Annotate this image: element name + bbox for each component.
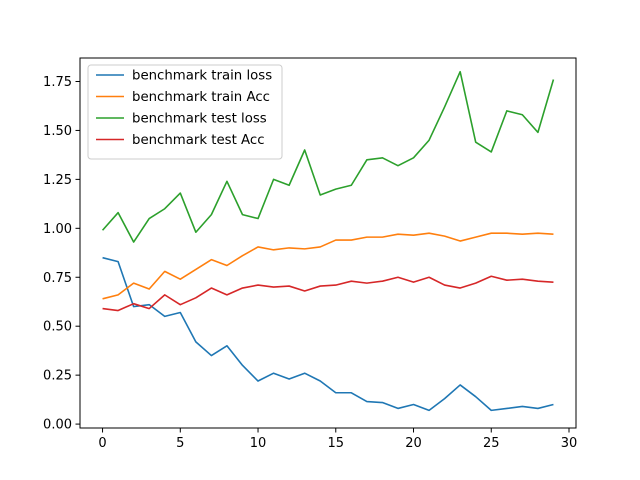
legend: benchmark train loss benchmark train Acc b… [87,64,283,160]
y-tick-label: 0.50 [43,320,72,335]
y-axis-ticks: 0.00 0.25 0.50 0.75 1.00 1.25 1.50 1.75 [43,75,80,433]
x-tick-label: 5 [176,436,184,451]
y-tick-label: 1.25 [43,173,72,188]
series-line-3 [102,275,554,312]
legend-label-1: benchmark train Acc [132,90,270,105]
y-tick-label: 0.00 [43,418,72,433]
legend-label-2: benchmark test loss [132,112,267,127]
series-line-2 [101,70,555,243]
legend-box [87,64,283,160]
x-tick-label: 30 [561,436,578,451]
x-tick-label: 20 [405,436,422,451]
y-tick-label: 1.50 [43,124,72,139]
x-axis-ticks: 0 5 10 15 20 25 30 [98,428,577,451]
series-group [101,70,555,412]
legend-label-0: benchmark train loss [132,69,272,84]
series-line-1 [102,232,554,300]
y-tick-label: 1.75 [43,75,72,90]
axes-frame [79,57,577,429]
legend-label-3: benchmark test Acc [132,133,265,148]
series-line-0 [102,256,554,412]
x-tick-label: 25 [483,436,500,451]
y-tick-label: 0.75 [43,271,72,286]
x-tick-label: 0 [98,436,106,451]
y-tick-label: 0.25 [43,369,72,384]
y-tick-label: 1.00 [43,222,72,237]
x-tick-label: 10 [250,436,267,451]
x-tick-label: 15 [328,436,345,451]
